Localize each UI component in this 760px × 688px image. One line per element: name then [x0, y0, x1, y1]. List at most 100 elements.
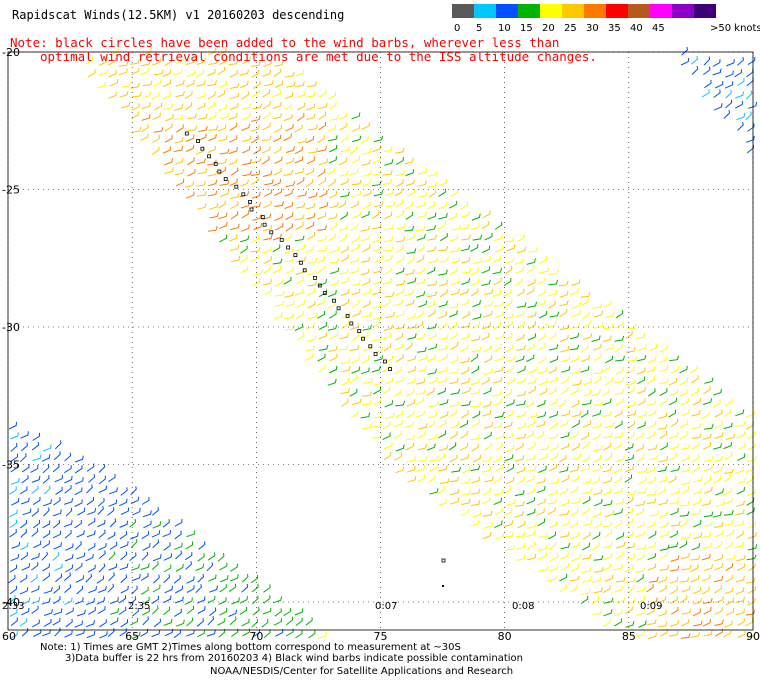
wind-barb	[42, 530, 51, 539]
wind-barb	[558, 399, 566, 408]
wind-barb	[570, 584, 578, 593]
wind-barb	[572, 410, 582, 418]
wind-barb	[449, 488, 460, 496]
lat-label: -30	[2, 321, 20, 334]
wind-barb	[459, 223, 470, 230]
wind-barb	[231, 597, 240, 605]
wind-barb	[548, 366, 557, 374]
wind-barb	[285, 180, 296, 188]
wind-barb	[735, 608, 746, 616]
wind-barb	[75, 575, 85, 583]
wind-barb	[108, 91, 117, 99]
wind-barb	[285, 616, 294, 626]
wind-barb	[537, 518, 546, 527]
wind-barb	[548, 463, 558, 472]
wind-barb	[240, 179, 249, 187]
wind-barb	[669, 565, 680, 572]
wind-barb	[272, 134, 282, 143]
wind-barb	[228, 59, 239, 66]
wind-barb	[515, 266, 525, 274]
wind-barb	[185, 561, 192, 570]
wind-barb	[482, 210, 491, 219]
wind-barb	[294, 323, 304, 331]
wind-barb	[99, 631, 108, 639]
wind-barb	[690, 631, 700, 638]
wind-barb	[395, 179, 404, 188]
wind-barb	[141, 102, 151, 110]
wind-barb	[185, 541, 194, 550]
wind-barb	[107, 531, 116, 540]
wind-barb	[9, 564, 18, 573]
wind-barb	[647, 376, 656, 384]
wind-barb	[219, 575, 229, 583]
wind-barb	[250, 254, 260, 263]
wind-barb	[506, 499, 516, 506]
wind-barb	[186, 605, 195, 614]
wind-barb	[470, 388, 481, 395]
wind-barb	[327, 167, 336, 176]
wind-barb	[174, 530, 182, 540]
wind-barb	[404, 157, 414, 165]
wind-barb	[151, 507, 159, 516]
lat-label: -25	[2, 184, 20, 197]
wind-barb	[253, 80, 261, 89]
wind-barb	[602, 585, 611, 594]
wind-barb	[349, 256, 360, 263]
wind-barb	[450, 188, 459, 197]
wind-barb	[131, 608, 139, 617]
wind-barb	[263, 265, 271, 274]
wind-barb	[284, 189, 293, 197]
wind-barb	[438, 202, 448, 210]
wind-barb	[153, 126, 164, 133]
wind-barb	[372, 156, 381, 164]
wind-barb	[186, 191, 195, 199]
wind-barb	[405, 179, 415, 186]
wind-barb	[217, 104, 228, 111]
wind-barb	[305, 168, 315, 176]
wind-barb	[274, 156, 283, 165]
wind-barb	[383, 236, 394, 243]
wind-barb	[8, 421, 17, 430]
wind-barb	[505, 544, 515, 551]
wind-barb	[660, 442, 668, 451]
wind-barb	[625, 564, 634, 572]
wind-barb	[745, 465, 755, 473]
wind-barb	[22, 464, 30, 473]
wind-barb	[450, 331, 458, 340]
wind-barb	[429, 488, 439, 495]
wind-barb	[460, 299, 469, 307]
wind-barb	[580, 409, 589, 418]
wind-barb	[680, 619, 690, 627]
wind-barb	[10, 617, 18, 626]
wind-barb	[415, 389, 426, 395]
wind-barb	[383, 255, 393, 263]
wind-barb	[746, 455, 757, 462]
wind-barb	[449, 310, 458, 318]
wind-barb	[593, 322, 604, 329]
wind-barb	[668, 542, 679, 549]
wind-barb	[96, 575, 105, 584]
wind-barb	[373, 386, 382, 395]
wind-barb	[680, 552, 690, 560]
warning-note-line2: optimal wind retrieval conditions are me…	[40, 49, 597, 64]
wind-barb	[679, 431, 688, 440]
pass-time-label: 2:33	[2, 601, 24, 612]
wind-barb	[395, 376, 405, 384]
wind-barb	[526, 258, 536, 265]
scale-swatch	[540, 4, 562, 18]
wind-barb	[625, 577, 636, 583]
wind-barb	[329, 201, 339, 209]
wind-barb	[668, 409, 677, 418]
wind-barb	[537, 544, 548, 551]
wind-barb	[736, 420, 746, 428]
wind-barb	[218, 80, 228, 89]
wind-barb	[459, 344, 469, 352]
wind-barb	[405, 299, 415, 307]
wind-barb	[703, 464, 713, 472]
wind-barb	[417, 456, 428, 462]
wind-barb	[272, 233, 282, 241]
wind-barb	[220, 189, 229, 197]
wind-barb	[505, 257, 515, 264]
wind-barb	[250, 170, 261, 177]
wind-barb	[229, 82, 240, 89]
